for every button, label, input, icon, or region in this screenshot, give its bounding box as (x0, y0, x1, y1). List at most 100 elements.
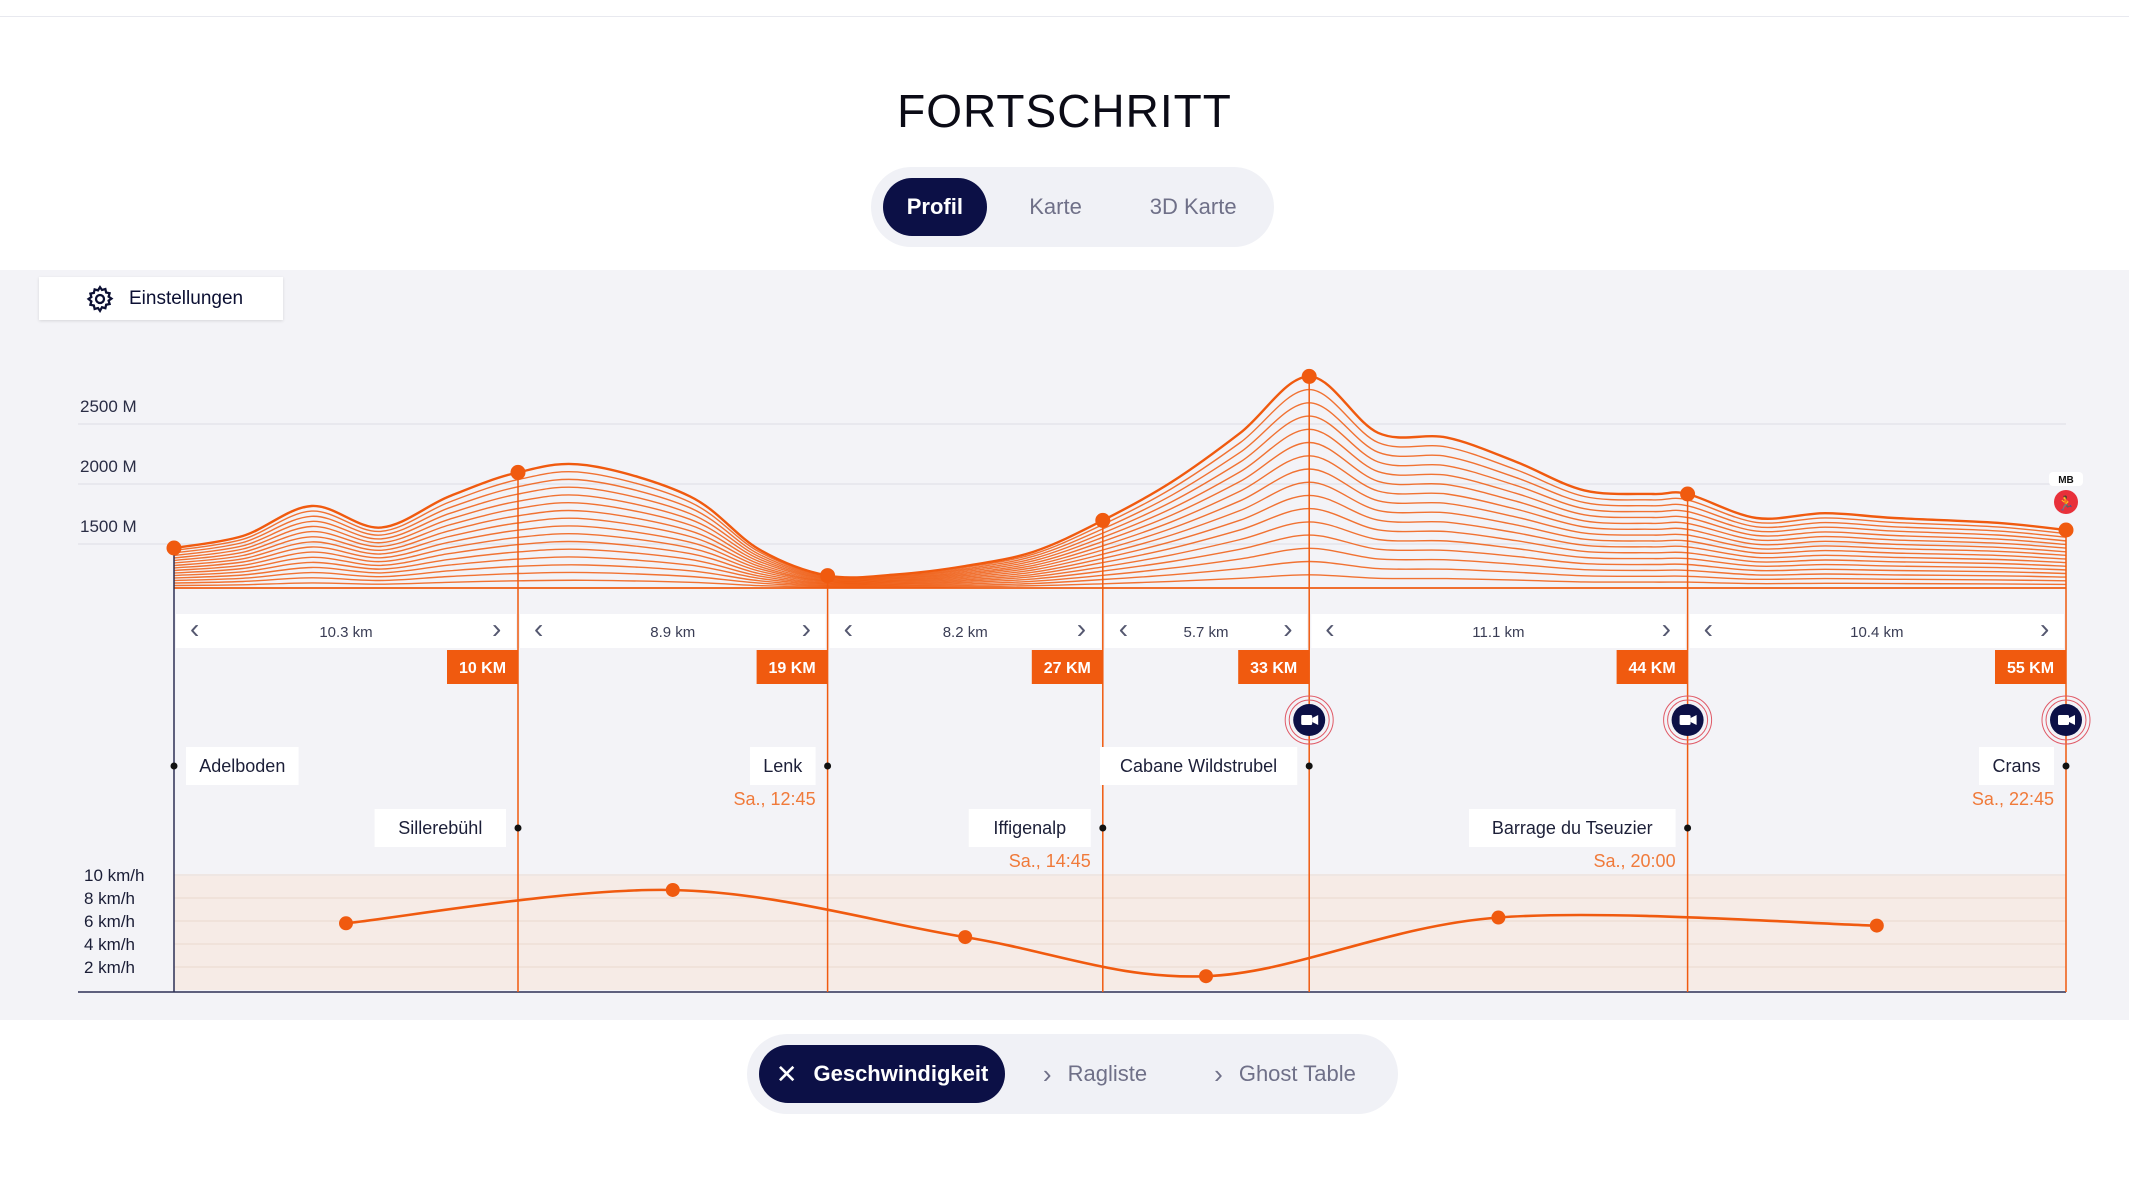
checkpoint-dot (824, 762, 832, 770)
gear-icon (86, 284, 114, 313)
camera-ring (1284, 695, 1334, 745)
checkpoint-label-box (1469, 809, 1676, 847)
chevron-right-icon[interactable]: › (802, 613, 811, 644)
speed-axis-label: 2 km/h (84, 958, 135, 977)
segment-distance: 10.4 km (1850, 624, 1903, 641)
checkpoint-name: Lenk (763, 756, 803, 776)
speed-band (174, 876, 2066, 990)
speed-axis-label: 10 km/h (84, 866, 144, 885)
checkpoint-label-box (1979, 747, 2054, 785)
segment-bar (1104, 614, 1308, 648)
tab-ghost-table[interactable]: › Ghost Table (1185, 1045, 1385, 1103)
speed-axis-label: 4 km/h (84, 935, 135, 954)
segment-distance: 5.7 km (1183, 624, 1228, 641)
checkpoint-name: Iffigenalp (993, 818, 1066, 838)
chevron-left-icon[interactable]: ‹ (844, 613, 853, 644)
elevation-contour-line (173, 455, 2067, 583)
elevation-contour-line (173, 494, 2067, 585)
chevron-left-icon[interactable]: ‹ (1119, 613, 1128, 644)
checkpoint-dot (2062, 762, 2070, 770)
km-marker-label: 55 KM (2007, 660, 2054, 677)
camera-icon-lens (1312, 715, 1319, 725)
checkpoint-dot (1305, 762, 1313, 770)
checkpoint-dot (1099, 824, 1107, 832)
camera-ring (1288, 699, 1330, 741)
checkpoint-time: Sa., 22:45 (1972, 789, 2054, 809)
settings-button[interactable]: Einstellungen (39, 277, 283, 320)
runner-badge-label: MB (2058, 475, 2074, 486)
checkpoint-name: Cabane Wildstrubel (1120, 756, 1277, 776)
segment-distance: 10.3 km (319, 624, 372, 641)
checkpoint-label-box (186, 747, 299, 785)
speed-point (1491, 910, 1506, 925)
km-marker (1616, 650, 1688, 684)
checkpoint-name: Adelboden (199, 756, 285, 776)
km-marker-label: 44 KM (1629, 660, 1676, 677)
km-marker-label: 19 KM (769, 660, 816, 677)
tab-ragliste[interactable]: › Ragliste (1005, 1045, 1185, 1103)
top-divider (0, 16, 2129, 17)
elevation-axis-label: 1500 M (80, 517, 137, 536)
camera-ring (1663, 695, 1713, 745)
chevron-right-icon[interactable]: › (1077, 613, 1086, 644)
elevation-axis-label: 2500 M (80, 397, 137, 416)
elevation-point (1301, 368, 1317, 384)
checkpoint-label-box (374, 809, 506, 847)
km-marker-label: 27 KM (1044, 660, 1091, 677)
elevation-contour-line (173, 534, 2067, 587)
chevron-left-icon[interactable]: ‹ (1325, 613, 1334, 644)
elevation-profile-chart: 2500 M 2000 M 1500 M 10 km/h 8 km/h 6 km/h 4 k… (78, 368, 2091, 993)
camera-icon-lens (1690, 715, 1697, 725)
tab-3d-karte[interactable]: 3D Karte (1149, 194, 1237, 219)
tab-karte[interactable]: Karte (1029, 194, 1082, 219)
camera-icon-body (1679, 715, 1691, 725)
tab-profil[interactable]: Profil (883, 178, 987, 236)
checkpoint-name: Crans (1992, 756, 2040, 776)
speed-point (665, 882, 680, 897)
tab-ghost-table-label: Ghost Table (1238, 1061, 1356, 1086)
runner-glyph: 🏃 (2057, 495, 2074, 511)
segment-distance: 8.2 km (943, 624, 988, 641)
elevation-contour-line (173, 507, 2067, 585)
checkpoint-label-box (1100, 747, 1298, 785)
camera-icon-lens (2069, 715, 2075, 725)
segment-bar (1311, 614, 1686, 648)
segment-distance: 11.1 km (1472, 624, 1524, 641)
speed-axis-label: 6 km/h (84, 912, 135, 931)
checkpoint-label-box (968, 809, 1091, 847)
chevron-right-icon[interactable]: › (2040, 613, 2049, 644)
elevation-contour-line (173, 560, 2067, 588)
segment-bar (176, 614, 516, 648)
elevation-point (1095, 512, 1111, 528)
elevation-profile-line (173, 375, 2067, 579)
km-marker-label: 33 KM (1250, 660, 1297, 677)
chevron-left-icon[interactable]: ‹ (1704, 613, 1713, 644)
chevron-left-icon[interactable]: ‹ (190, 613, 199, 644)
chevron-right-icon[interactable]: › (492, 613, 501, 644)
camera-ring (2041, 695, 2091, 745)
km-marker (447, 650, 518, 684)
chevron-right-icon[interactable]: › (1662, 613, 1671, 644)
camera-icon-body (1301, 715, 1313, 725)
chevron-right-icon: › (1214, 1058, 1223, 1089)
chevron-left-icon[interactable]: ‹ (534, 613, 543, 644)
speed-point (339, 916, 353, 931)
elevation-contour-line (173, 388, 2067, 579)
settings-label: Einstellungen (129, 287, 244, 309)
checkpoint-time: Sa., 14:45 (1009, 851, 1091, 871)
elevation-axis-label: 2000 M (80, 457, 137, 476)
chevron-right-icon[interactable]: › (1283, 613, 1292, 644)
bottom-tabs: ✕ Geschwindigkeit › Ragliste › Ghost Tab… (747, 1034, 1398, 1114)
segment-distance: 8.9 km (650, 624, 695, 641)
elevation-point (1680, 486, 1696, 502)
page-title: FORTSCHRITT (897, 85, 1232, 137)
camera-ring (2045, 699, 2087, 741)
tab-geschwindigkeit[interactable]: ✕ Geschwindigkeit (759, 1045, 1005, 1103)
elevation-contour-line (173, 481, 2067, 584)
checkpoint-name: Sillerebühl (398, 818, 482, 838)
km-marker-label: 10 KM (459, 660, 506, 677)
chevron-right-icon: › (1042, 1058, 1052, 1089)
segment-bar (1689, 614, 2064, 648)
tab-ragliste-label: Ragliste (1067, 1061, 1148, 1086)
segment-bar (520, 614, 826, 648)
